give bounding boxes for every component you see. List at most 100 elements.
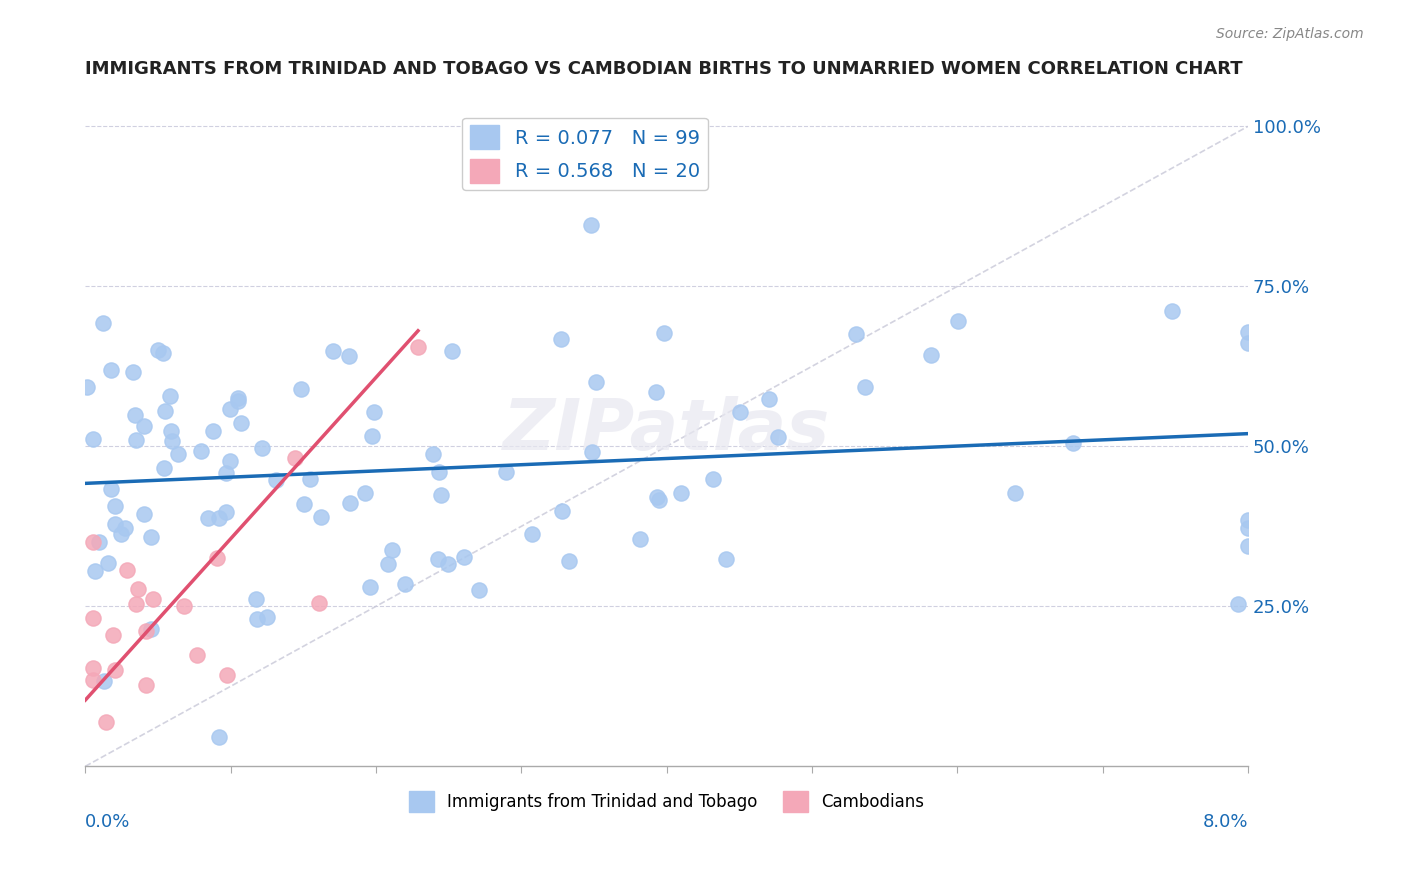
Point: [453, 549, 475, 564]
Point: [290, 382, 312, 396]
Text: IMMIGRANTS FROM TRINIDAD AND TOBAGO VS CAMBODIAN BIRTHS TO UNMARRIED WOMEN CORRE: IMMIGRANTS FROM TRINIDAD AND TOBAGO VS C…: [86, 60, 1243, 78]
Point: [160, 424, 183, 438]
Point: [218, 453, 240, 467]
Point: [645, 490, 668, 504]
Point: [82, 535, 104, 549]
Point: [363, 405, 385, 419]
Point: [337, 349, 360, 363]
Point: [714, 551, 737, 566]
Point: [217, 667, 239, 681]
Point: [581, 444, 603, 458]
Text: 8.0%: 8.0%: [1202, 814, 1249, 831]
Point: [702, 472, 724, 486]
Point: [202, 425, 225, 439]
Point: [124, 597, 146, 611]
Point: [845, 326, 868, 341]
Point: [160, 434, 183, 448]
Text: 0.0%: 0.0%: [86, 814, 131, 831]
Point: [101, 628, 124, 642]
Point: [125, 433, 148, 447]
Point: [758, 392, 780, 407]
Point: [585, 375, 607, 389]
Point: [166, 447, 188, 461]
Point: [354, 486, 377, 500]
Point: [226, 393, 249, 408]
Point: [1237, 325, 1260, 339]
Point: [87, 535, 110, 549]
Text: Source: ZipAtlas.com: Source: ZipAtlas.com: [1216, 27, 1364, 41]
Point: [82, 660, 104, 674]
Point: [82, 432, 104, 446]
Point: [1237, 521, 1260, 535]
Point: [671, 485, 693, 500]
Point: [84, 564, 107, 578]
Point: [920, 348, 942, 362]
Point: [122, 365, 145, 379]
Point: [766, 430, 789, 444]
Point: [208, 731, 231, 745]
Point: [246, 612, 269, 626]
Point: [1237, 336, 1260, 351]
Point: [381, 543, 404, 558]
Point: [430, 487, 453, 501]
Point: [135, 678, 157, 692]
Point: [946, 314, 969, 328]
Point: [124, 409, 146, 423]
Point: [427, 466, 450, 480]
Point: [104, 516, 127, 531]
Point: [1237, 513, 1260, 527]
Point: [1226, 598, 1249, 612]
Point: [76, 380, 98, 394]
Point: [173, 599, 195, 614]
Point: [322, 344, 344, 359]
Point: [132, 507, 155, 521]
Point: [97, 556, 120, 570]
Point: [250, 441, 273, 455]
Point: [208, 511, 231, 525]
Point: [127, 582, 149, 596]
Point: [1062, 435, 1084, 450]
Point: [159, 389, 181, 403]
Point: [436, 558, 458, 572]
Point: [229, 416, 252, 430]
Point: [581, 218, 603, 232]
Point: [153, 403, 176, 417]
Point: [207, 550, 229, 565]
Point: [215, 505, 238, 519]
Point: [82, 673, 104, 688]
Point: [256, 610, 278, 624]
Point: [361, 429, 384, 443]
Point: [628, 532, 651, 546]
Point: [100, 363, 122, 377]
Point: [495, 466, 517, 480]
Point: [558, 554, 581, 568]
Point: [197, 511, 219, 525]
Point: [645, 385, 668, 400]
Point: [153, 461, 176, 475]
Point: [551, 503, 574, 517]
Point: [104, 500, 127, 514]
Point: [1237, 539, 1260, 553]
Point: [142, 591, 165, 606]
Point: [550, 332, 572, 346]
Point: [91, 316, 114, 330]
Point: [134, 419, 156, 434]
Point: [377, 557, 399, 571]
Point: [308, 596, 330, 610]
Point: [139, 622, 162, 636]
Point: [152, 346, 174, 360]
Point: [339, 495, 361, 509]
Point: [652, 326, 675, 340]
Point: [284, 450, 307, 465]
Point: [100, 482, 122, 496]
Point: [219, 401, 242, 416]
Point: [226, 391, 249, 405]
Point: [406, 340, 429, 354]
Point: [146, 343, 169, 358]
Point: [359, 580, 381, 594]
Text: ZIPatlas: ZIPatlas: [503, 396, 831, 465]
Point: [190, 443, 212, 458]
Point: [309, 509, 332, 524]
Point: [728, 405, 751, 419]
Point: [110, 526, 132, 541]
